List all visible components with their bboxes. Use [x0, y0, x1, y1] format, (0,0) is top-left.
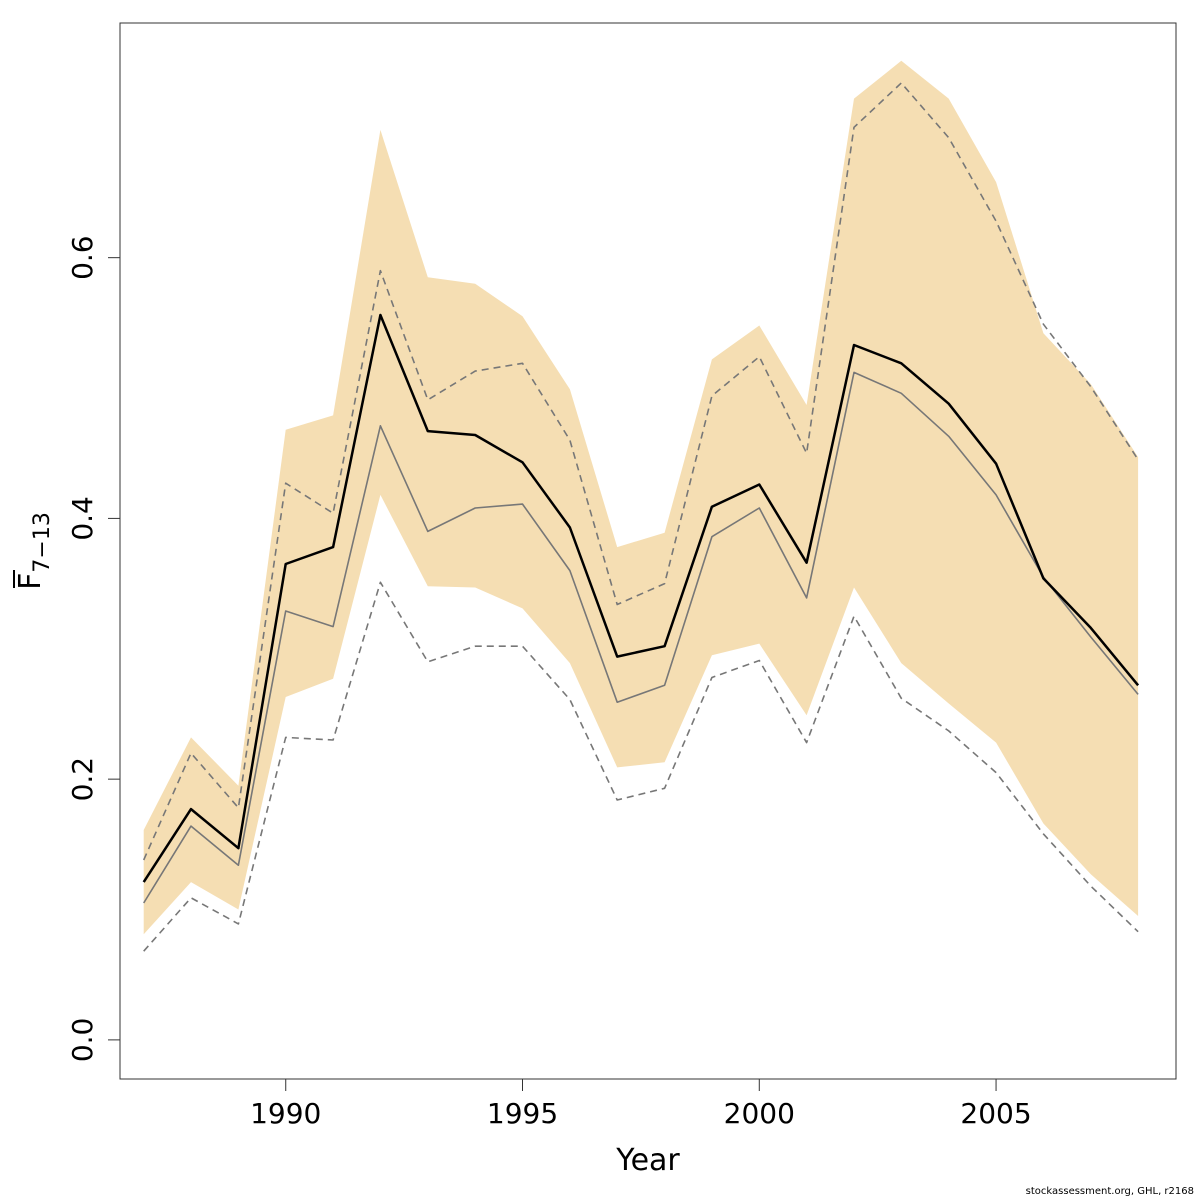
y-tick-label-group: 0.6: [66, 235, 99, 280]
series-line-4: [143, 581, 1139, 952]
x-axis: 1990 1995 2000 2005: [250, 1078, 1032, 1130]
x-tick-label: 1995: [487, 1097, 558, 1130]
confidence-band: [143, 60, 1139, 935]
x-axis-title: Year: [615, 1143, 680, 1178]
y-axis-title: F7−13: [13, 512, 55, 590]
x-tick-label: 2000: [724, 1097, 795, 1130]
svg-text:F7−13: F7−13: [13, 512, 55, 590]
y-tick-label-group: 0.0: [66, 1018, 99, 1063]
y-axis-title-base: F: [13, 573, 48, 590]
x-tick-label: 2005: [960, 1097, 1031, 1130]
y-tick-label-group: 0.4: [66, 496, 99, 541]
y-tick-label: 0.2: [66, 757, 99, 802]
series-line-3: [142, 82, 1139, 861]
y-axis: 0.0 0.2 0.4 0.6: [66, 235, 121, 1063]
y-tick-label: 0.6: [66, 235, 99, 280]
y-tick-label: 0.4: [66, 496, 99, 541]
series-line-2: [143, 371, 1139, 904]
credit-text: stockassessment.org, GHL, r2168: [1025, 1186, 1194, 1197]
y-axis-title-subscript: 7−13: [30, 512, 55, 572]
confidence-band-layer: [143, 60, 1139, 935]
series-layer: [142, 82, 1140, 952]
x-tick-label: 1990: [250, 1097, 321, 1130]
y-tick-label: 0.0: [66, 1018, 99, 1063]
y-tick-label-group: 0.2: [66, 757, 99, 802]
series-line-1: [142, 313, 1140, 883]
